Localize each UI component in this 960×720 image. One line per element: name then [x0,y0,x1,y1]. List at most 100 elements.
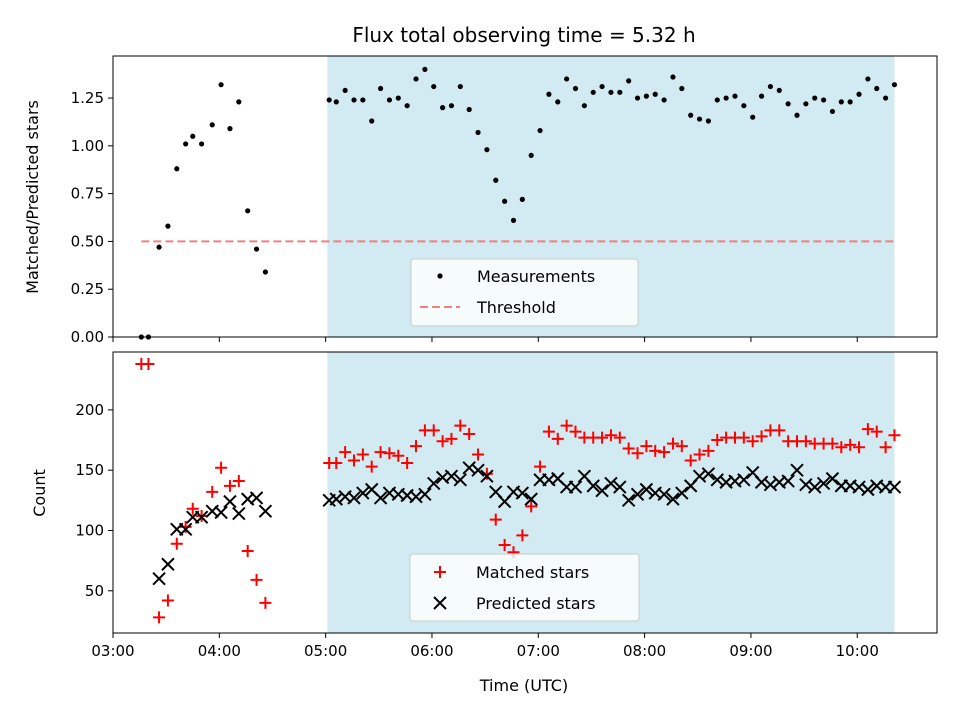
measurements-point [661,97,667,103]
matched-stars-point [161,594,174,607]
matched-stars-point [675,440,688,453]
top-y-ticks: 0.00 0.25 0.50 0.75 1.00 1.25 [71,89,113,346]
matched-stars-point [622,442,635,455]
bottom-panel: 03:00 04:00 05:00 06:00 07:00 08:00 09:00 10:00… [30,351,938,695]
predicted-stars-point [453,473,468,487]
matched-stars-point [870,425,883,438]
measurements-point [874,85,880,92]
top-panel: 0.00 0.25 0.50 0.75 1.00 1.25 Matched/Predict… [23,55,938,346]
measurements-point [190,133,196,139]
x-tick-label: 03:00 [91,642,134,660]
predicted-stars-point [524,492,538,506]
top-legend: Measurements Threshold [410,258,639,327]
measurements-point [528,152,534,159]
matched-stars-point [542,425,555,438]
predicted-stars-point [568,480,583,494]
matched-stars-point [401,456,414,469]
bottom-x-ticks: 03:00 04:00 05:00 06:00 07:00 08:00 09:00 10:00 [91,633,879,660]
predicted-stars-point [373,491,388,505]
matched-stars-point [534,460,547,473]
matched-stars-point [888,429,901,442]
measurements-point [572,85,579,92]
measurements-point [838,99,844,105]
measurements-point [199,141,205,147]
matched-stars-point [186,502,199,515]
x-tick-label: 07:00 [517,642,560,660]
measurements-point [360,97,366,103]
legend-measurements-marker [437,273,443,279]
predicted-stars-point [861,482,875,497]
measurements-point [262,269,268,275]
matched-stars-point [835,441,848,454]
measurements-point [803,101,809,107]
measurements-point [236,99,242,105]
measurements-point [714,97,720,103]
measurements-point [812,95,818,101]
predicted-stars-point [418,487,432,502]
predicted-stars-point [444,469,459,483]
predicted-stars-point [790,463,804,477]
measurements-point [377,85,384,92]
measurements-point [333,99,339,105]
measurements-point [245,208,251,214]
matched-stars-point [241,544,254,557]
predicted-stars-point [737,473,751,487]
matched-stars-point [596,431,609,444]
predicted-stars-point [763,477,778,492]
measurements-point [422,66,428,72]
bottom-y-ticks: 50 100 150 200 [75,401,113,600]
measurements-point [156,244,162,250]
predicted-stars-point [471,463,485,477]
measurements-point [165,223,171,229]
measurements-point [820,97,827,103]
predicted-stars-point [347,491,361,505]
measurements-point [555,99,561,105]
predicted-stars-point [675,486,689,500]
predicted-stars-point [604,476,618,491]
x-tick-label: 08:00 [623,642,666,660]
measurements-point [227,126,233,132]
measurements-point [741,103,747,109]
predicted-stars-point [630,487,645,502]
predicted-stars-point [249,491,264,505]
matched-stars-point [170,537,183,550]
measurements-point [537,127,543,134]
matched-stars-point [658,446,671,459]
predicted-stars-point [409,490,423,504]
measurements-point [209,122,215,128]
measurements-point [440,105,446,111]
legend-predicted-label: Predicted stars [476,594,596,613]
measurements-point [510,217,517,223]
top-legend-box [410,258,639,327]
predicted-stars-point [887,480,902,494]
measurements-point [767,83,774,90]
matched-stars-point [142,358,155,371]
predicted-stars-point [161,557,175,571]
matched-stars-point [365,460,378,473]
measurements-point [891,82,898,88]
matched-stars-point [232,475,245,488]
predicted-stars-point [692,469,707,483]
predicted-stars-point [178,522,193,536]
measurements-point [351,97,357,103]
top-x-ticks [112,337,858,342]
matched-stars-point [436,435,449,448]
measurements-point [183,141,189,147]
top-axes-frame [112,55,938,338]
measurements-point [253,246,260,252]
measurements-point [493,177,499,183]
predicted-stars-point [356,486,370,500]
predicted-stars-point [816,476,831,491]
y-tick-label: 200 [75,401,104,419]
matched-stars-point [445,432,458,445]
predicted-stars-point [329,492,343,506]
predicted-stars-point [462,461,476,475]
matched-stars-point [223,479,236,492]
matched-stars-point [773,424,786,437]
bottom-y-axis-title: Count [30,469,49,517]
y-tick-label: 100 [75,521,104,539]
matched-stars-point [746,435,759,448]
matched-stars-point [215,461,228,474]
predicted-stars-point [586,479,600,493]
measurements-point [590,89,596,95]
